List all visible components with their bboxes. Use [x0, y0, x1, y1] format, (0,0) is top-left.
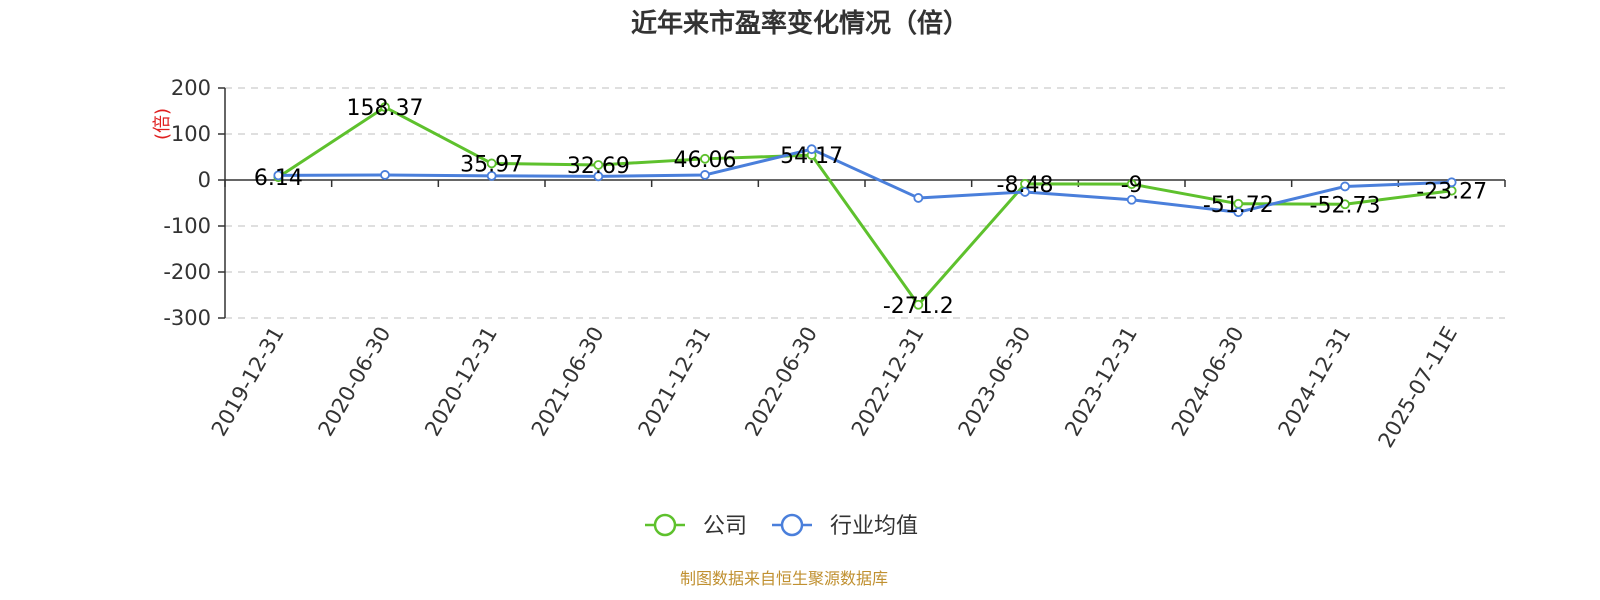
series-0-point[interactable] — [486, 158, 497, 169]
x-tick-label: 2019-12-31 — [207, 323, 289, 441]
series-lines — [273, 102, 1457, 310]
data-label: -9 — [1121, 173, 1143, 198]
legend-item-0[interactable]: 公司 — [645, 513, 747, 539]
y-tick-label: -300 — [163, 306, 211, 330]
series-0-point[interactable] — [700, 153, 710, 164]
legend-item-1[interactable]: 行业均值 — [772, 513, 918, 539]
x-tick-label: 2020-06-30 — [314, 323, 396, 441]
x-tick-label: 2023-12-31 — [1060, 323, 1142, 441]
y-tick-label: -100 — [163, 214, 211, 238]
series-1-point[interactable] — [486, 170, 497, 181]
data-label: -271.2 — [883, 294, 954, 319]
series-1-point[interactable] — [1233, 207, 1244, 218]
legend-marker — [780, 513, 804, 537]
legend-label: 公司 — [703, 514, 747, 539]
series-0-point[interactable] — [593, 160, 604, 170]
x-tick-label: 2022-06-30 — [740, 323, 822, 441]
y-axis-label: (倍) — [152, 108, 173, 140]
data-label: 6.14 — [254, 166, 303, 191]
legend-label: 行业均值 — [830, 514, 918, 539]
y-tick-label: 0 — [198, 168, 211, 192]
series-1-point[interactable] — [806, 144, 817, 155]
data-label: 158.37 — [347, 96, 424, 121]
x-tick-label: 2021-12-31 — [634, 323, 716, 441]
data-label: 32.69 — [567, 154, 630, 179]
data-label: 46.06 — [674, 148, 737, 173]
legend-marker — [653, 513, 677, 537]
series-1-point[interactable] — [700, 170, 710, 180]
series-1-point[interactable] — [1126, 194, 1137, 205]
data-label: -52.73 — [1310, 193, 1381, 218]
data-labels: 6.14 158.37 35.97 32.69 46.06 54.17 -271.2 -8.4… — [254, 96, 1487, 319]
series-0-point[interactable] — [380, 102, 390, 113]
series-line-1 — [278, 147, 1452, 214]
y-tick-label: -200 — [163, 260, 211, 284]
source-note: 制图数据来自恒生聚源数据库 — [680, 569, 888, 588]
series-0-point[interactable] — [1126, 179, 1137, 190]
x-tick-label: 2023-06-30 — [954, 323, 1036, 441]
series-1-point[interactable] — [913, 193, 924, 203]
series-0-point[interactable] — [913, 299, 924, 310]
chart-title: 近年来市盈率变化情况（倍） — [631, 8, 969, 39]
series-1-point[interactable] — [1340, 181, 1350, 192]
data-label: -51.72 — [1203, 193, 1274, 218]
x-tick-label: 2021-06-30 — [527, 323, 609, 441]
x-tick-label: 2020-12-31 — [420, 322, 502, 440]
series-line-0 — [277, 105, 1452, 307]
x-tick-label: 2022-12-31 — [847, 322, 929, 440]
x-tick-label: 2024-06-30 — [1167, 323, 1249, 441]
data-label: 35.97 — [460, 152, 523, 177]
x-tick-label: 2024-12-31 — [1274, 323, 1356, 441]
data-label: 54.17 — [780, 144, 843, 169]
y-tick-label: 100 — [171, 122, 211, 146]
legend[interactable]: 公司 行业均值 — [645, 513, 918, 539]
x-tick-label: 2025-07-11E — [1374, 323, 1462, 452]
series-0-point[interactable] — [1340, 199, 1350, 210]
series-1-point[interactable] — [380, 170, 390, 180]
data-label: -8.48 — [997, 173, 1054, 198]
series-1-point[interactable] — [273, 170, 284, 181]
series-1-point[interactable] — [593, 171, 604, 182]
series-1-point[interactable] — [1020, 187, 1030, 197]
y-tick-label: 200 — [171, 76, 211, 100]
series-1-point[interactable] — [1446, 177, 1457, 188]
data-label: -23.27 — [1416, 180, 1487, 205]
